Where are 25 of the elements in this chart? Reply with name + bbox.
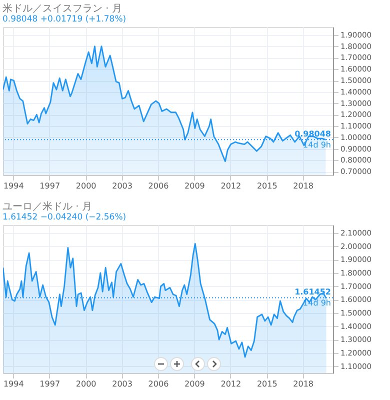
x-tick-label: 2009: [184, 182, 205, 190]
ref-line-label: 1.61452: [294, 288, 331, 297]
x-tick-label: 2012: [220, 380, 242, 388]
x-tick-label: 2009: [184, 380, 205, 388]
x-tick-label: 2000: [76, 380, 96, 388]
annotation: 14d 9h: [303, 140, 331, 150]
x-tick-label: 2000: [76, 182, 96, 190]
x-tick-label: 2003: [112, 380, 132, 388]
ref-line-label: 0.98048: [294, 130, 332, 139]
x-tick-label: 1997: [40, 380, 60, 388]
x-tick-label: 2012: [220, 182, 242, 190]
x-tick-label: 2015: [256, 182, 278, 190]
x-tick-label: 2003: [112, 182, 132, 190]
x-tick-label: 1994: [3, 182, 24, 190]
chart-subtitle: 1.61452 −0.04240 (−2.56%): [2, 212, 126, 222]
chart-subtitle: 0.98048 +0.01719 (+1.78%): [2, 14, 126, 24]
x-tick-label: 1994: [3, 380, 24, 388]
x-tick-label: 2015: [256, 380, 278, 388]
x-tick-label: 2018: [293, 182, 314, 190]
chart-title: ユーロ／米ドル · 月: [2, 200, 92, 212]
x-tick-label: 2006: [148, 380, 169, 388]
chart-title: 米ドル／スイスフラン · 月: [2, 2, 122, 14]
x-tick-label: 2018: [293, 380, 314, 388]
x-tick-label: 2006: [148, 182, 169, 190]
x-tick-label: 1997: [40, 182, 60, 190]
